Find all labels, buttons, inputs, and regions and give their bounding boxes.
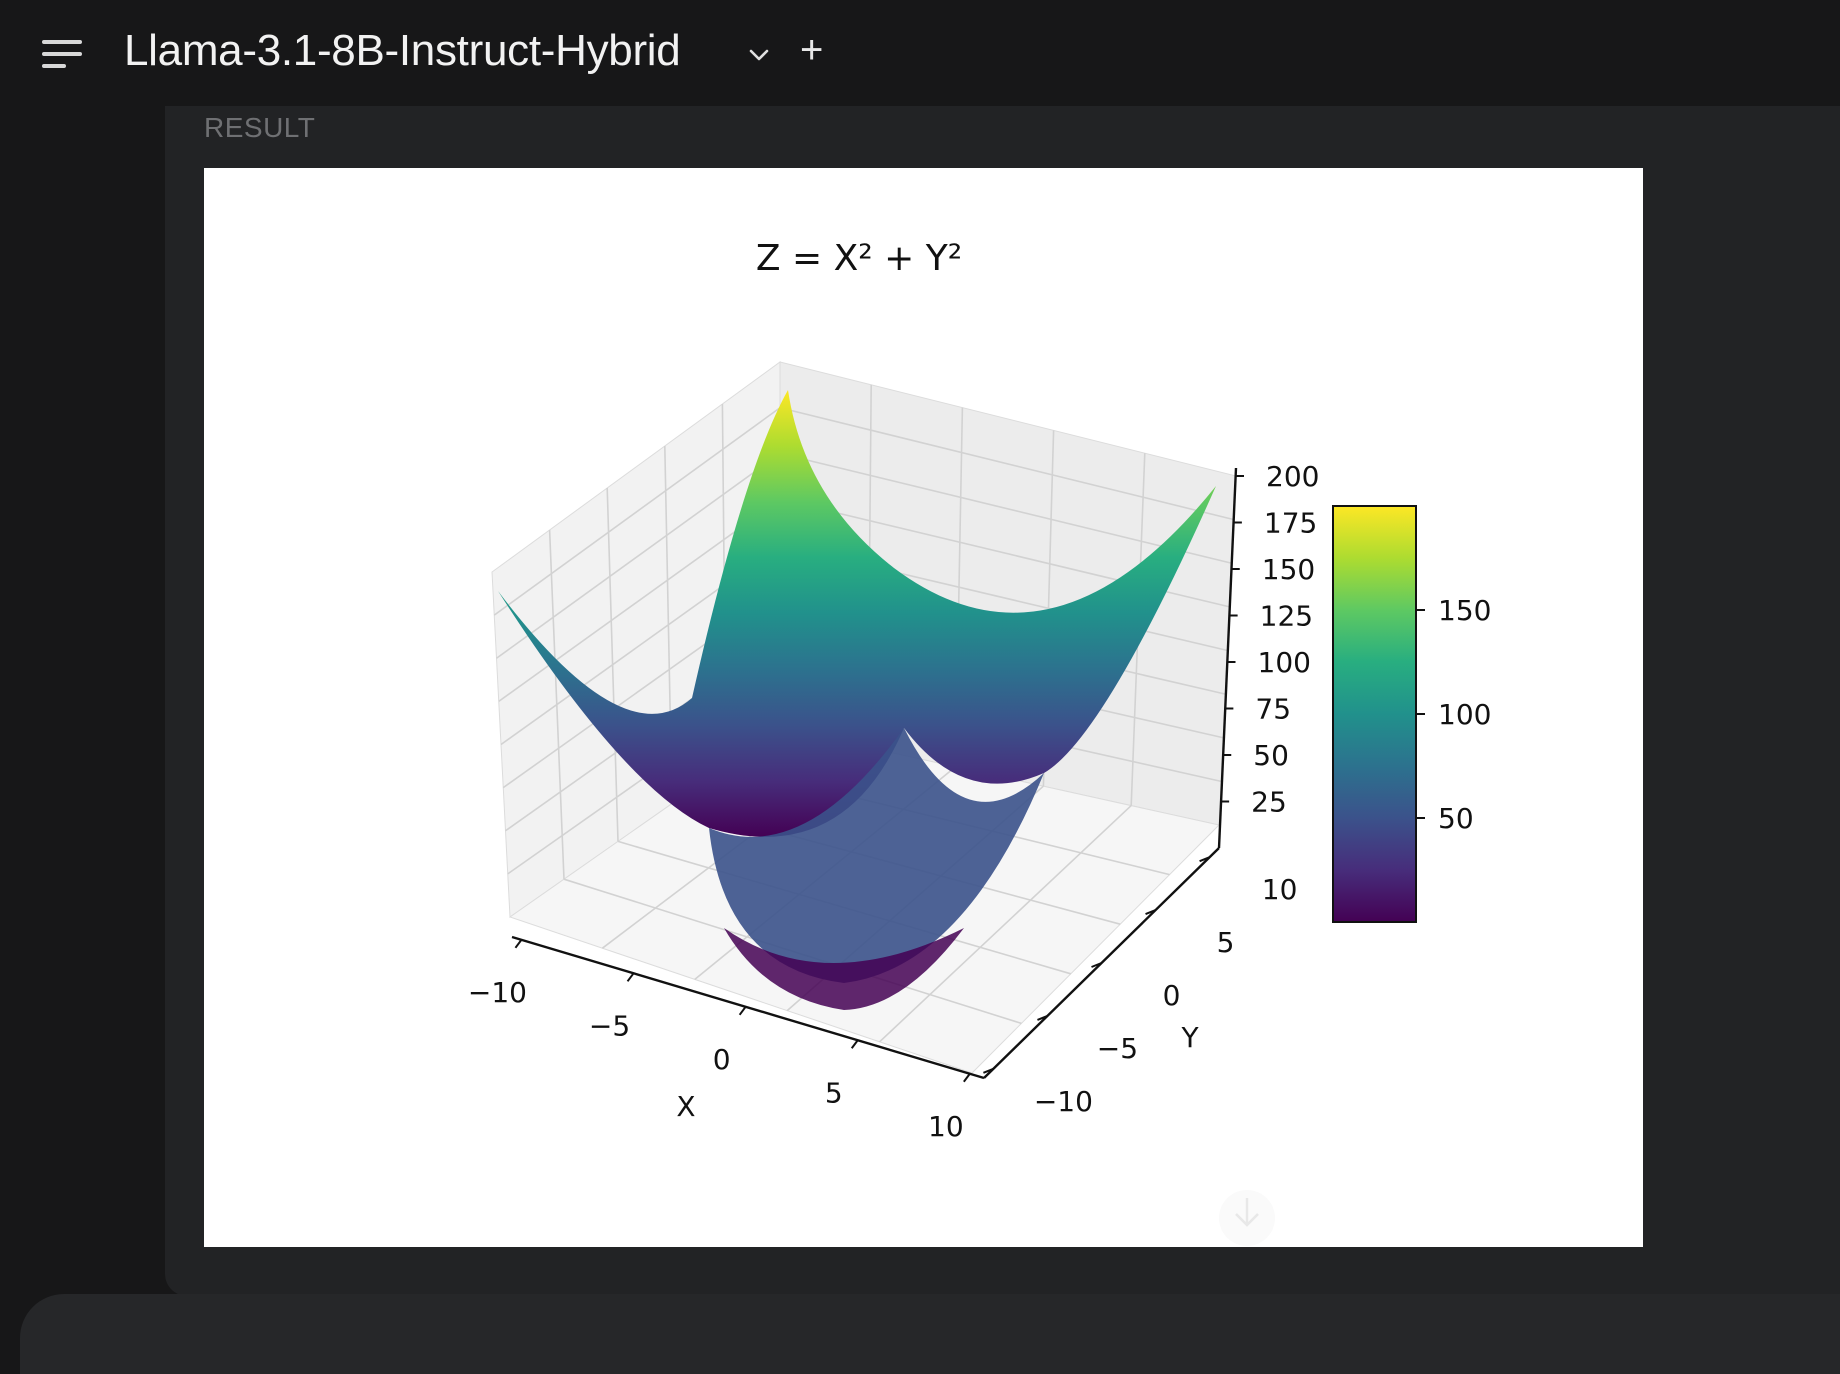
z-tick-label: 100 bbox=[1258, 646, 1311, 679]
z-tick-label: 175 bbox=[1264, 507, 1317, 540]
colorbar-tick-label: 100 bbox=[1438, 698, 1491, 731]
y-tick-mark bbox=[1145, 909, 1156, 916]
y-tick-mark bbox=[983, 1067, 994, 1074]
model-title[interactable]: Llama-3.1-8B-Instruct-Hybrid bbox=[124, 26, 681, 75]
x-tick-label: −5 bbox=[589, 1009, 630, 1042]
chart-title: Z = X² + Y² bbox=[756, 238, 962, 279]
y-tick-mark bbox=[1037, 1014, 1048, 1021]
colorbar-tick-label: 50 bbox=[1438, 802, 1474, 835]
result-label: RESULT bbox=[204, 112, 316, 143]
colorbar-tick-label: 150 bbox=[1438, 594, 1491, 627]
y-tick-label: −5 bbox=[1097, 1032, 1138, 1065]
x-axis-line bbox=[511, 935, 985, 1080]
gridline bbox=[779, 452, 1232, 565]
gridline bbox=[779, 406, 1235, 521]
colorbar bbox=[1332, 505, 1417, 923]
y-tick-mark bbox=[1091, 962, 1102, 968]
gridline bbox=[498, 498, 781, 703]
x-tick-label: 5 bbox=[825, 1076, 843, 1109]
y-tick-label: 10 bbox=[1262, 873, 1298, 906]
z-axis-line bbox=[1217, 467, 1238, 849]
x-tick-label: 10 bbox=[928, 1110, 964, 1143]
surface-bottom bbox=[724, 928, 964, 1010]
y-tick-label: −10 bbox=[1034, 1085, 1093, 1118]
surface-chart: −10−50510−10−50510255075100125150175200 … bbox=[468, 238, 1492, 1143]
new-chat-button[interactable]: + bbox=[800, 28, 824, 72]
x-tick-label: −10 bbox=[468, 976, 527, 1009]
surface-front-lobe bbox=[709, 728, 1044, 983]
x-tick-mark bbox=[738, 1006, 747, 1016]
gridline bbox=[496, 452, 781, 659]
x-tick-label: 0 bbox=[713, 1043, 731, 1076]
scroll-down-button[interactable] bbox=[1219, 1190, 1275, 1246]
y-tick-label: 5 bbox=[1217, 926, 1235, 959]
z-tick-label: 125 bbox=[1260, 600, 1313, 633]
z-tick-label: 200 bbox=[1266, 460, 1319, 493]
y-axis-label: Y bbox=[1180, 1021, 1199, 1054]
menu-icon[interactable] bbox=[42, 38, 84, 70]
x-tick-mark bbox=[963, 1073, 971, 1083]
z-tick-label: 50 bbox=[1253, 739, 1289, 772]
surface-plot bbox=[498, 390, 1216, 837]
z-tick-label: 150 bbox=[1262, 553, 1315, 586]
y-tick-mark bbox=[1199, 856, 1210, 863]
colorbar-ticks: 50 100 150 bbox=[1416, 594, 1491, 835]
z-tick-label: 75 bbox=[1255, 693, 1291, 726]
top-bar: Llama-3.1-8B-Instruct-Hybrid + bbox=[0, 0, 1840, 106]
x-tick-mark bbox=[514, 939, 523, 949]
gridline bbox=[879, 805, 1132, 1043]
z-tick-label: 25 bbox=[1251, 786, 1287, 819]
x-tick-mark bbox=[850, 1039, 859, 1049]
x-axis-label: X bbox=[676, 1090, 695, 1123]
arrow-down-icon bbox=[1235, 1198, 1259, 1227]
x-tick-mark bbox=[626, 972, 635, 982]
gridline bbox=[493, 407, 781, 616]
chat-input-area[interactable] bbox=[20, 1294, 1840, 1374]
chevron-down-icon[interactable] bbox=[748, 44, 770, 66]
y-tick-label: 0 bbox=[1163, 979, 1181, 1012]
plot-image: −10 −5 0 5 10 −10 −5 0 5 10 25 50 75 100 125 150 175 200 … bbox=[204, 168, 1643, 1247]
